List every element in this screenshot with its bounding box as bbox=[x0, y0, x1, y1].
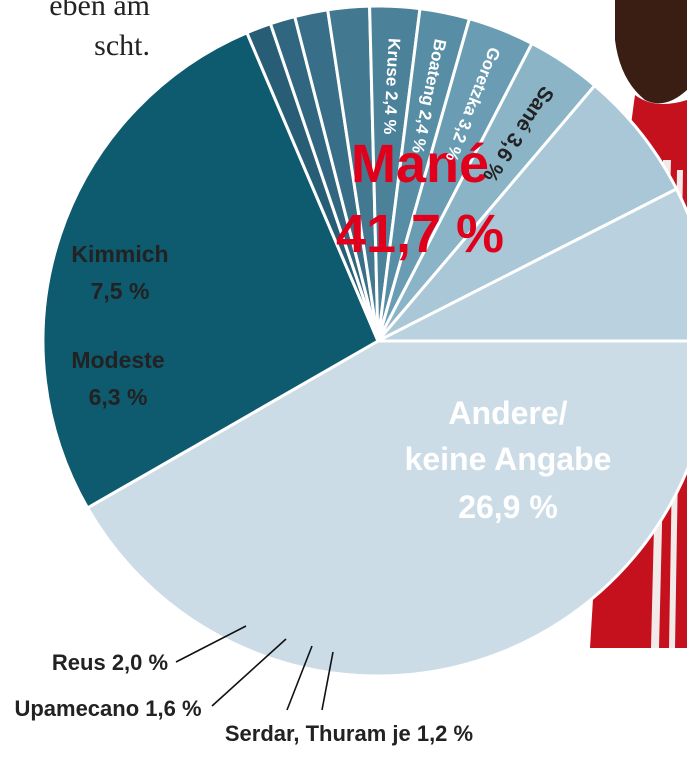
intro-line-1: eben am bbox=[49, 0, 150, 22]
label-andere-value: 26,9 % bbox=[458, 489, 558, 525]
leader-line-thuram bbox=[321, 651, 334, 711]
label-kimmich-value: 7,5 % bbox=[91, 278, 150, 304]
label-andere-line-1: Andere/ bbox=[448, 395, 567, 431]
label-mane-name: Mané bbox=[351, 134, 489, 194]
leader-line-reus bbox=[175, 625, 247, 663]
label-modeste-value: 6,3 % bbox=[89, 384, 148, 410]
label-andere-line-2: keine Angabe bbox=[405, 441, 612, 477]
leader-line-serdar bbox=[286, 645, 313, 711]
pie-slice-andere-keine-angabe bbox=[41, 31, 380, 510]
callout-upamecano: Upamecano 1,6 % bbox=[14, 696, 201, 721]
leader-line-upamecano bbox=[211, 638, 287, 707]
pie-slice-mane bbox=[86, 339, 687, 678]
pie-slice-modeste bbox=[376, 84, 678, 343]
label-mane-value: 41,7 % bbox=[336, 204, 504, 264]
callout-reus: Reus 2,0 % bbox=[52, 650, 168, 675]
label-kruse: Kruse 2,4 % bbox=[380, 38, 404, 135]
intro-line-2: scht. bbox=[94, 29, 150, 62]
label-kimmich-name: Kimmich bbox=[71, 241, 168, 267]
label-modeste-name: Modeste bbox=[71, 347, 164, 373]
intro-text: eben am scht. bbox=[0, 0, 150, 66]
pie-slice-kimmich bbox=[376, 187, 687, 343]
callout-serdar-thuram: Serdar, Thuram je 1,2 % bbox=[225, 721, 473, 746]
